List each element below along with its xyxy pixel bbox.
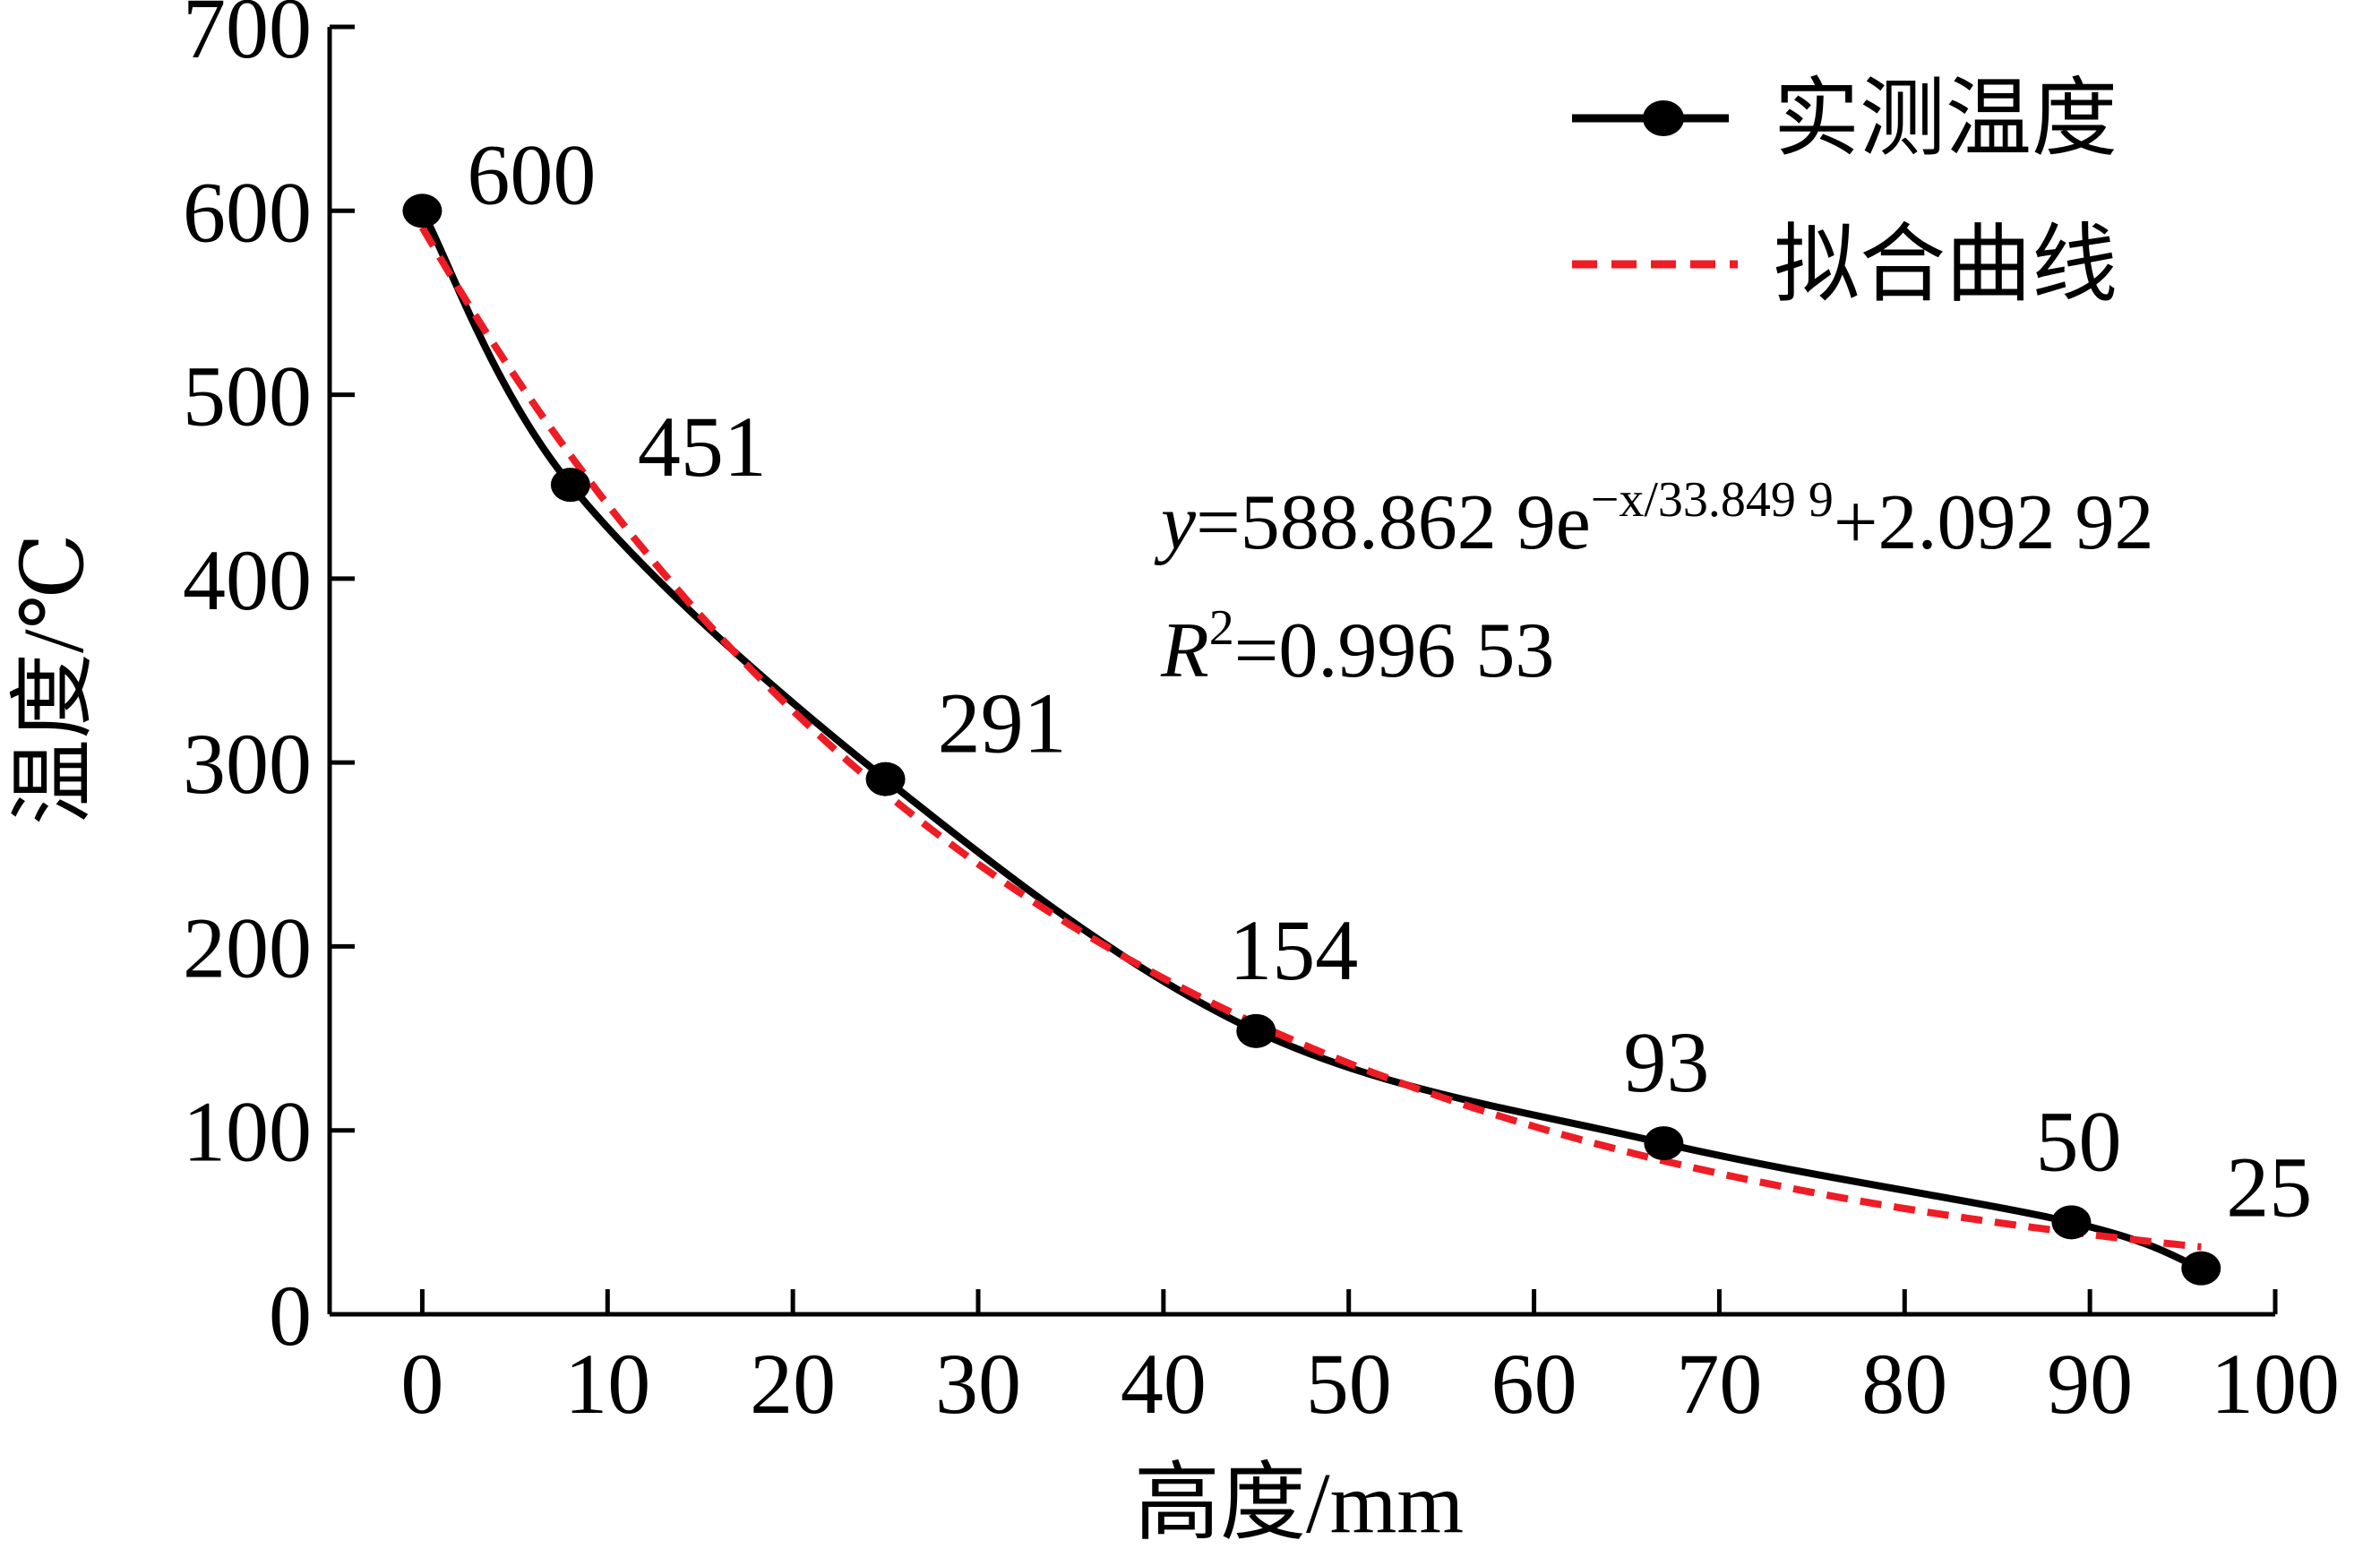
series-lines (418, 209, 2203, 1272)
legend: 实测温度 拟合曲线 (1572, 71, 2118, 313)
x-tick-label: 70 (1676, 1336, 1762, 1432)
data-point (865, 762, 906, 796)
data-label: 25 (2226, 1140, 2312, 1235)
fitted-curve-line (418, 225, 2202, 1251)
measured-temperature-line (418, 209, 2203, 1272)
data-points (402, 194, 2221, 1286)
data-label: 291 (938, 676, 1067, 771)
y-axis-ticks: 0 100 200 300 400 500 600 700 (183, 0, 355, 1364)
axes (327, 27, 2275, 1317)
y-tick-label: 600 (183, 164, 312, 260)
legend-measured-label: 实测温度 (1774, 71, 2118, 167)
data-label: 154 (1229, 902, 1358, 998)
data-point (2051, 1205, 2092, 1240)
x-tick-label: 90 (2047, 1336, 2133, 1432)
r-squared-line: R2=0.996 53 (1160, 600, 1554, 694)
data-point (2181, 1251, 2221, 1286)
data-label: 451 (638, 399, 767, 495)
data-label: 50 (2035, 1093, 2121, 1189)
x-axis-ticks: 0 10 20 30 40 50 60 70 80 90 100 (400, 1289, 2340, 1432)
y-tick-label: 100 (183, 1084, 312, 1180)
x-tick-label: 50 (1306, 1336, 1392, 1432)
legend-fit-label: 拟合曲线 (1774, 217, 2118, 313)
x-tick-label: 80 (1861, 1336, 1947, 1432)
y-axis-title: 温度/℃ (5, 533, 101, 825)
data-point (550, 468, 590, 503)
x-tick-label: 10 (564, 1336, 650, 1432)
y-tick-label: 0 (269, 1268, 312, 1364)
x-tick-label: 40 (1121, 1336, 1207, 1432)
y-tick-label: 300 (183, 716, 312, 812)
fit-equation-line: y=588.862 9e−x/33.849 9+2.092 92 (1154, 472, 2154, 566)
data-label: 93 (1623, 1014, 1709, 1110)
data-label: 600 (467, 126, 596, 222)
x-tick-label: 100 (2211, 1336, 2340, 1432)
data-point (1236, 1013, 1276, 1048)
x-tick-label: 20 (750, 1336, 836, 1432)
y-tick-label: 200 (183, 899, 312, 995)
x-tick-label: 0 (400, 1336, 443, 1432)
y-tick-label: 400 (183, 532, 312, 628)
y-tick-label: 700 (183, 0, 312, 76)
x-tick-label: 30 (935, 1336, 1021, 1432)
fit-equation: y=588.862 9e−x/33.849 9+2.092 92 R2=0.99… (1154, 472, 2154, 694)
x-axis-title: 高度/mm (1134, 1455, 1464, 1549)
y-tick-label: 500 (183, 349, 312, 444)
data-point (402, 194, 442, 228)
legend-measured-marker (1643, 100, 1684, 136)
x-tick-label: 60 (1491, 1336, 1577, 1432)
data-labels: 600 451 291 154 93 50 25 (467, 126, 2312, 1235)
data-point (1644, 1126, 1684, 1161)
